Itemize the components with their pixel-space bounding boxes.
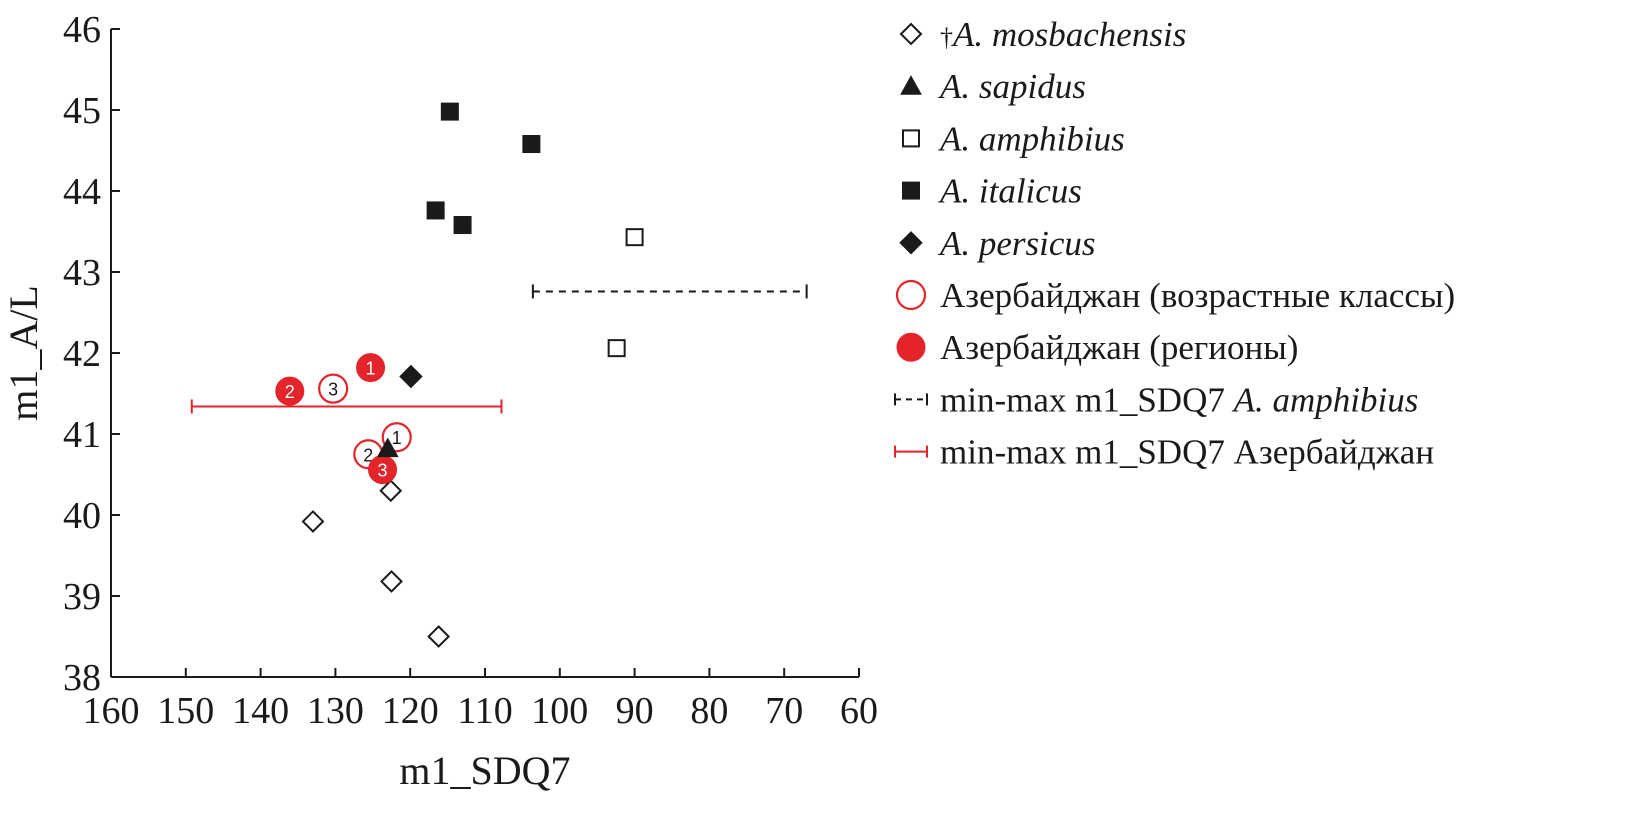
legend-label: A. italicus [938, 172, 1082, 211]
data-point: 2 [275, 376, 305, 406]
point-number-label: 3 [378, 461, 388, 481]
data-point [625, 228, 644, 247]
y-tick-label: 38 [63, 657, 101, 699]
y-tick-label: 42 [63, 333, 101, 375]
legend: †A. mosbachensis A. sapidus A. amphibius A.… [894, 15, 1455, 472]
y-tick-label: 41 [63, 414, 101, 456]
legend-label: A. amphibius [938, 119, 1125, 158]
legend-range-marker [894, 393, 928, 406]
legend-item: Азербайджан (регионы) [896, 328, 1298, 367]
legend-marker [902, 181, 920, 200]
legend-item: min-max m1_SDQ7 Азербайджан [894, 433, 1434, 472]
x-tick-label: 90 [616, 690, 654, 732]
legend-item: Азербайджан (возрастные классы) [895, 276, 1455, 315]
point-number-label: 1 [392, 428, 402, 448]
data-point [440, 102, 459, 121]
x-tick-label: 150 [157, 690, 214, 732]
x-tick-label: 110 [457, 690, 513, 732]
data-point: 3 [318, 373, 349, 404]
data-point [380, 570, 403, 593]
legend-item: †A. mosbachensis [899, 15, 1186, 54]
y-tick-label: 40 [63, 495, 101, 537]
legend-marker [899, 22, 923, 46]
legend-marker [895, 279, 927, 311]
x-tick-label: 120 [382, 690, 439, 732]
legend-item: min-max m1_SDQ7 A. amphibius [894, 380, 1418, 419]
x-tick-label: 70 [765, 690, 803, 732]
y-tick-label: 43 [63, 252, 101, 294]
x-axis-title: m1_SDQ7 [399, 748, 570, 793]
data-point [427, 625, 451, 648]
y-tick-label: 46 [63, 9, 101, 51]
legend-marker [896, 332, 926, 362]
y-ticks: 38 39 40 41 42 43 44 45 46 [63, 9, 120, 699]
range-bars [190, 284, 808, 414]
data-point [522, 135, 541, 154]
data-point: 1 [381, 422, 412, 453]
legend-marker [900, 75, 922, 95]
data-point: 3 [368, 455, 398, 485]
legend-label: †A. mosbachensis [940, 15, 1186, 54]
point-number-label: 3 [328, 380, 338, 400]
legend-marker [899, 231, 923, 255]
legend-range-marker [894, 445, 928, 458]
legend-label: A. sapidus [938, 67, 1086, 106]
legend-label: A. persicus [938, 224, 1096, 263]
data-point [379, 479, 403, 503]
legend-item: A. amphibius [902, 119, 1125, 158]
x-tick-label: 60 [840, 690, 878, 732]
x-tick-label: 130 [307, 690, 364, 732]
x-tick-label: 160 [83, 690, 140, 732]
legend-label: Азербайджан (возрастные классы) [940, 276, 1455, 315]
range-bar-amphibius [531, 284, 808, 299]
range-bar-azerbaijan [190, 399, 503, 414]
y-tick-label: 45 [63, 90, 101, 132]
legend-label: Азербайджан (регионы) [940, 328, 1298, 367]
data-point [426, 201, 445, 220]
legend-label: min-max m1_SDQ7 Азербайджан [940, 433, 1434, 472]
data-point [399, 364, 423, 389]
data-point [453, 216, 472, 235]
x-tick-label: 100 [531, 690, 588, 732]
x-tick-label: 140 [232, 690, 289, 732]
legend-marker [902, 129, 920, 148]
x-ticks: 160 150 140 130 120 110 100 90 80 70 60 [83, 668, 878, 732]
y-tick-label: 44 [63, 171, 101, 213]
x-tick-label: 80 [690, 690, 728, 732]
data-point [607, 339, 626, 358]
legend-item: A. italicus [902, 172, 1082, 211]
point-number-label: 2 [285, 382, 295, 402]
legend-item: A. persicus [899, 224, 1096, 263]
y-tick-label: 39 [63, 576, 101, 618]
data-point [301, 510, 325, 533]
point-number-label: 2 [363, 445, 373, 465]
legend-label: min-max m1_SDQ7 A. amphibius [940, 380, 1418, 419]
point-number-label: 1 [366, 359, 376, 379]
y-axis-title: m1_A/L [1, 285, 46, 421]
legend-item: A. sapidus [900, 67, 1086, 106]
data-point [376, 437, 399, 458]
data-point: 1 [356, 353, 386, 383]
